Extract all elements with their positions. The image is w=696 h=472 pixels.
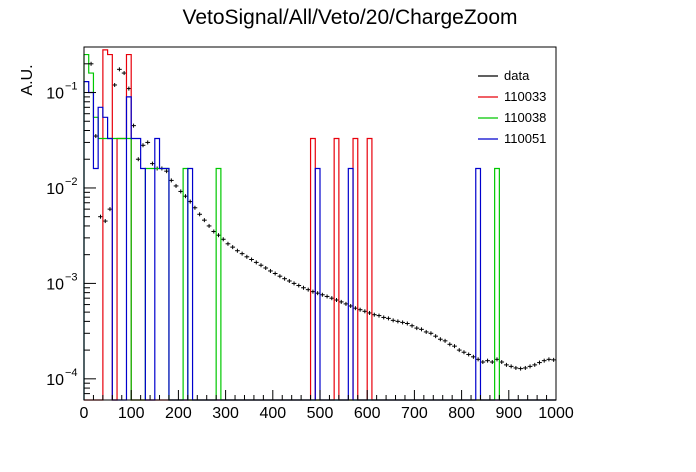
y-axis-label: A.U.	[19, 64, 36, 95]
y-tick-label: 10	[46, 276, 64, 293]
y-axis: 10−410−310−210−1	[46, 63, 96, 401]
x-axis: 0 100 200 300 400 500 600 700 800 900 1000	[80, 390, 574, 422]
y-tick-exponent: −1	[65, 81, 78, 93]
y-tick-label: 10	[46, 372, 64, 389]
legend-label: data	[504, 68, 530, 83]
x-tick-label: 0	[80, 405, 89, 422]
y-tick-label: 10	[46, 86, 64, 103]
x-tick-label: 300	[212, 405, 239, 422]
chart-title: VetoSignal/All/Veto/20/ChargeZoom	[182, 6, 517, 29]
x-tick-label: 400	[259, 405, 286, 422]
legend-label: 110033	[504, 89, 546, 104]
y-tick-exponent: −2	[65, 176, 78, 188]
x-tick-label: 1000	[538, 405, 574, 422]
x-tick-label: 900	[495, 405, 522, 422]
legend-label: 110038	[504, 110, 546, 125]
x-tick-label: 700	[401, 405, 428, 422]
series-data	[88, 61, 556, 371]
x-tick-label: 200	[165, 405, 192, 422]
y-tick-exponent: −3	[65, 271, 78, 283]
legend: data 110033 110038 110051	[478, 68, 546, 146]
x-tick-label: 500	[307, 405, 334, 422]
y-tick-exponent: −4	[65, 367, 78, 379]
legend-label: 110051	[504, 131, 546, 146]
y-tick-label: 10	[46, 181, 64, 198]
x-tick-label: 600	[354, 405, 381, 422]
x-tick-label: 100	[118, 405, 145, 422]
x-tick-label: 800	[448, 405, 475, 422]
